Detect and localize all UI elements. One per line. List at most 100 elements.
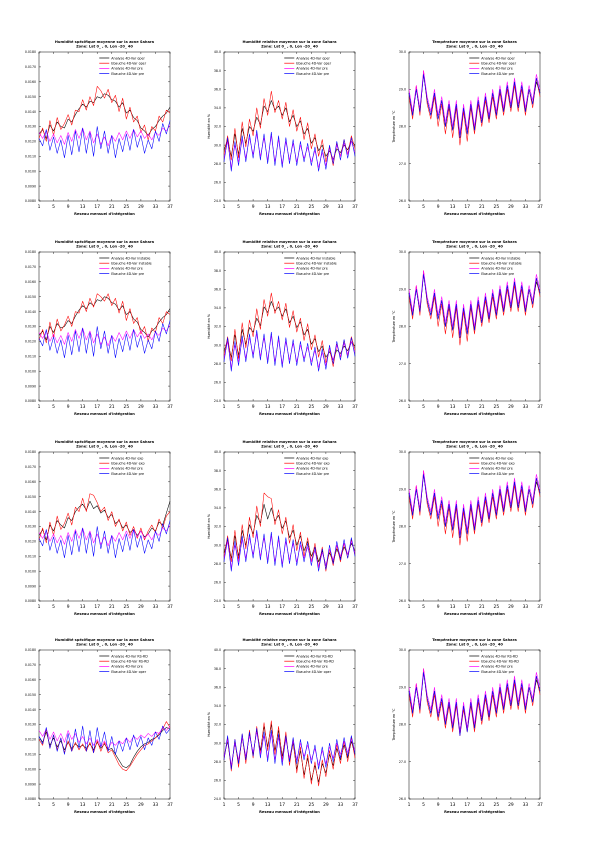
y-tick-label: 28.0 (399, 525, 406, 529)
series-line (408, 474, 541, 538)
series-line (223, 727, 356, 770)
y-tick-label: 26.0 (399, 599, 406, 603)
x-tick-label: 21 (109, 204, 115, 210)
y-tick-label: 26.0 (214, 581, 221, 585)
series-line (38, 725, 171, 755)
x-tick-label: 21 (294, 404, 300, 410)
y-tick-label: 0.0090 (25, 584, 36, 588)
x-tick-label: 33 (523, 802, 529, 808)
y-tick-label: 0.0150 (25, 495, 36, 499)
legend-label: Ebauche 4D-Var RS-RD (296, 660, 334, 664)
x-tick-label: 25 (124, 404, 130, 410)
y-tick-label: 0.0080 (25, 199, 36, 203)
x-tick-label: 17 (94, 802, 100, 808)
series-line (408, 70, 541, 146)
x-tick-label: 21 (479, 802, 485, 808)
x-tick-label: 17 (464, 204, 470, 210)
x-tick-label: 21 (109, 404, 115, 410)
x-tick-label: 13 (80, 404, 86, 410)
x-tick-label: 29 (138, 604, 144, 610)
x-tick-label: 37 (352, 802, 358, 808)
chart-title: Humidité spécifique moyenne sur la zone … (55, 240, 155, 244)
x-tick-label: 9 (252, 604, 255, 610)
x-tick-label: 33 (338, 204, 344, 210)
y-tick-label: 30.0 (214, 741, 221, 745)
y-tick-label: 30.0 (214, 343, 221, 347)
series-line (38, 124, 171, 147)
chart-subtitle: Zone: Lat 0_ , 0, Lon -20_ 40 (76, 45, 133, 49)
y-tick-label: 0.0140 (25, 310, 36, 314)
x-tick-label: 21 (109, 802, 115, 808)
y-tick-label: 0.0180 (25, 648, 36, 652)
x-tick-label: 1 (223, 802, 226, 808)
y-tick-label: 0.0080 (25, 599, 36, 603)
y-axis-label: Humidité en % (207, 711, 211, 737)
x-tick-label: 21 (479, 404, 485, 410)
x-tick-label: 17 (279, 204, 285, 210)
series-line (408, 470, 541, 535)
series-line (38, 727, 171, 768)
y-tick-label: 30.0 (214, 143, 221, 147)
legend-label: Analyse 4D-Var pre (481, 467, 513, 471)
legend-label: Analyse 4D-Var pre (296, 67, 328, 71)
chart-panel-4: Humidité spécifique moyenne sur la zone … (25, 240, 173, 416)
y-tick-label: 0.0160 (25, 280, 36, 284)
x-tick-label: 17 (464, 404, 470, 410)
x-tick-label: 5 (52, 802, 55, 808)
chart-subtitle: Zone: Lat 0_ , 0, Lon -20_ 40 (446, 245, 503, 249)
chart-panel-7: Humidité spécifique moyenne sur la zone … (25, 440, 173, 616)
x-tick-label: 17 (279, 404, 285, 410)
x-tick-label: 17 (94, 204, 100, 210)
series-line (408, 470, 541, 546)
y-tick-label: 32.0 (214, 525, 221, 529)
x-tick-label: 13 (450, 802, 456, 808)
x-axis-label: Reseau mensuel d'intégration (74, 212, 135, 216)
y-tick-label: 29.0 (399, 287, 406, 291)
y-tick-label: 0.0170 (25, 663, 36, 667)
legend-label: Ebauche 4D-Var oper (481, 62, 516, 66)
y-tick-label: 29.0 (399, 487, 406, 491)
y-tick-label: 32.0 (214, 325, 221, 329)
x-tick-label: 25 (309, 204, 315, 210)
legend-label: Ebauche 4D-Var pre (296, 272, 329, 276)
series-line (38, 293, 171, 344)
x-tick-label: 17 (94, 604, 100, 610)
x-tick-label: 9 (67, 404, 70, 410)
chart-panel-1: Humidité spécifique moyenne sur la zone … (25, 40, 173, 216)
legend-label: Ebauche 4D-Var pre (481, 72, 514, 76)
y-tick-label: 32.0 (214, 125, 221, 129)
legend-label: Analyse 4D-Var instable (111, 256, 150, 260)
legend-label: Analyse 4D-Var oper (111, 56, 145, 60)
y-tick-label: 0.0090 (25, 782, 36, 786)
legend-label: Analyse 4D-Var pre (296, 267, 328, 271)
x-tick-label: 9 (67, 604, 70, 610)
legend-label: Ebauche 4D-Var pre (111, 472, 144, 476)
chart-title: Humidité relative moyenne sur la zone Sa… (242, 638, 337, 642)
x-tick-label: 25 (494, 604, 500, 610)
y-tick-label: 26.0 (214, 381, 221, 385)
x-tick-label: 1 (223, 604, 226, 610)
y-tick-label: 0.0090 (25, 184, 36, 188)
y-tick-label: 30.0 (399, 450, 406, 454)
y-tick-label: 32.0 (214, 723, 221, 727)
y-axis-label: Humidité en % (207, 313, 211, 339)
y-tick-label: 0.0140 (25, 110, 36, 114)
legend-label: Analyse 4D-Var instable (296, 256, 335, 260)
series-line (223, 533, 356, 568)
series-line (38, 120, 171, 159)
series-line (223, 133, 356, 168)
x-tick-label: 9 (67, 204, 70, 210)
x-tick-label: 5 (52, 404, 55, 410)
x-tick-label: 25 (494, 204, 500, 210)
series-line (223, 529, 356, 572)
legend-label: Ebauche 4D-Var pre (296, 472, 329, 476)
series-line (38, 725, 171, 749)
y-tick-label: 36.0 (214, 87, 221, 91)
series-line (223, 503, 356, 566)
y-tick-label: 27.0 (399, 562, 406, 566)
legend-label: Ebauche 4D-Var pre (481, 670, 514, 674)
y-tick-label: 24.0 (214, 599, 221, 603)
legend-label: Analyse 4D-Var RS-RD (481, 654, 518, 658)
x-tick-label: 33 (523, 604, 529, 610)
x-axis-label: Reseau mensuel d'intégration (259, 412, 320, 416)
